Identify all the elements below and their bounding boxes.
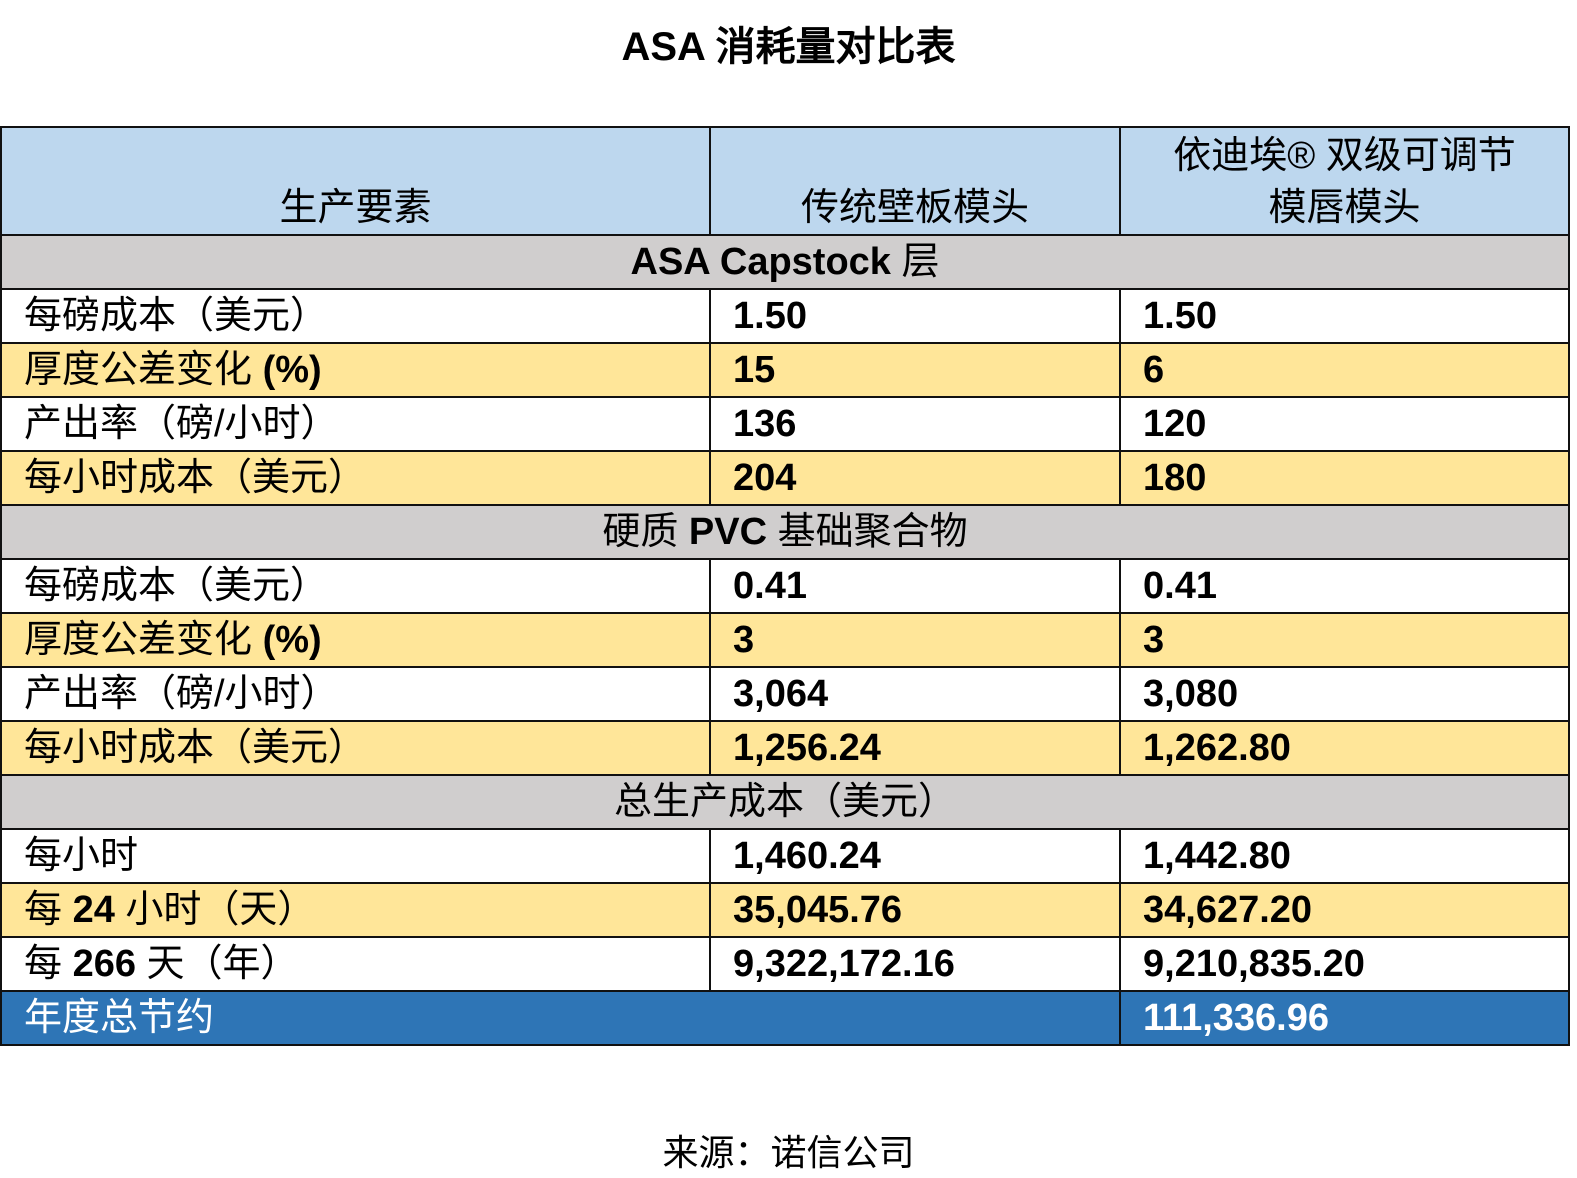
table-row: 厚度公差变化 (%) 3 3 — [0, 612, 1570, 668]
header-factor: 生产要素 — [0, 126, 711, 236]
edi-value: 180 — [1119, 450, 1570, 506]
total-savings-row: 年度总节约 111,336.96 — [0, 990, 1570, 1046]
edi-value: 1,262.80 — [1119, 720, 1570, 776]
table-row: 厚度公差变化 (%) 15 6 — [0, 342, 1570, 398]
row-label: 每小时 — [0, 828, 711, 884]
row-label: 厚度公差变化 (%) — [0, 342, 711, 398]
edi-value: 3,080 — [1119, 666, 1570, 722]
row-label: 每 266 天（年） — [0, 936, 711, 992]
comparison-table: 生产要素 传统壁板模头 依迪埃® 双级可调节 模唇模头 ASA Capstock … — [0, 126, 1570, 1046]
table-row: 每磅成本（美元） 1.50 1.50 — [0, 288, 1570, 344]
table-row: 每 266 天（年） 9,322,172.16 9,210,835.20 — [0, 936, 1570, 992]
edi-value: 9,210,835.20 — [1119, 936, 1570, 992]
total-value: 111,336.96 — [1119, 990, 1570, 1046]
row-label: 每磅成本（美元） — [0, 288, 711, 344]
table-row: 产出率（磅/小时） 136 120 — [0, 396, 1570, 452]
edi-value: 1.50 — [1119, 288, 1570, 344]
traditional-value: 15 — [709, 342, 1121, 398]
header-row: 生产要素 传统壁板模头 依迪埃® 双级可调节 模唇模头 — [0, 126, 1570, 236]
page-title: ASA 消耗量对比表 — [621, 25, 956, 69]
row-label: 每 24 小时（天） — [0, 882, 711, 938]
table-row: 每磅成本（美元） 0.41 0.41 — [0, 558, 1570, 614]
traditional-value: 0.41 — [709, 558, 1121, 614]
section-row: ASA Capstock 层 — [0, 234, 1570, 290]
traditional-value: 9,322,172.16 — [709, 936, 1121, 992]
edi-value: 6 — [1119, 342, 1570, 398]
table-row: 产出率（磅/小时） 3,064 3,080 — [0, 666, 1570, 722]
section-row: 总生产成本（美元） — [0, 774, 1570, 830]
traditional-value: 136 — [709, 396, 1121, 452]
traditional-value: 204 — [709, 450, 1121, 506]
row-label: 产出率（磅/小时） — [0, 396, 711, 452]
source-note: 来源：诺信公司 — [662, 1132, 915, 1173]
row-label: 每磅成本（美元） — [0, 558, 711, 614]
table-row: 每小时成本（美元） 1,256.24 1,262.80 — [0, 720, 1570, 776]
traditional-value: 1.50 — [709, 288, 1121, 344]
section-title: 总生产成本（美元） — [0, 774, 1570, 830]
edi-value: 3 — [1119, 612, 1570, 668]
traditional-value: 35,045.76 — [709, 882, 1121, 938]
section-title: ASA Capstock 层 — [0, 234, 1570, 290]
edi-value: 120 — [1119, 396, 1570, 452]
total-label: 年度总节约 — [0, 990, 1121, 1046]
row-label: 每小时成本（美元） — [0, 450, 711, 506]
edi-value: 0.41 — [1119, 558, 1570, 614]
traditional-value: 3 — [709, 612, 1121, 668]
traditional-value: 3,064 — [709, 666, 1121, 722]
traditional-value: 1,256.24 — [709, 720, 1121, 776]
row-label: 每小时成本（美元） — [0, 720, 711, 776]
row-label: 厚度公差变化 (%) — [0, 612, 711, 668]
table-row: 每 24 小时（天） 35,045.76 34,627.20 — [0, 882, 1570, 938]
edi-value: 34,627.20 — [1119, 882, 1570, 938]
table-row: 每小时 1,460.24 1,442.80 — [0, 828, 1570, 884]
edi-value: 1,442.80 — [1119, 828, 1570, 884]
traditional-value: 1,460.24 — [709, 828, 1121, 884]
row-label: 产出率（磅/小时） — [0, 666, 711, 722]
section-row: 硬质 PVC 基础聚合物 — [0, 504, 1570, 560]
table-row: 每小时成本（美元） 204 180 — [0, 450, 1570, 506]
header-edi-line2: 模唇模头 — [1268, 187, 1421, 229]
header-traditional: 传统壁板模头 — [709, 126, 1121, 236]
header-edi-line1: 依迪埃® 双级可调节 — [1173, 135, 1516, 177]
header-edi: 依迪埃® 双级可调节 模唇模头 — [1119, 126, 1570, 236]
section-title: 硬质 PVC 基础聚合物 — [0, 504, 1570, 560]
